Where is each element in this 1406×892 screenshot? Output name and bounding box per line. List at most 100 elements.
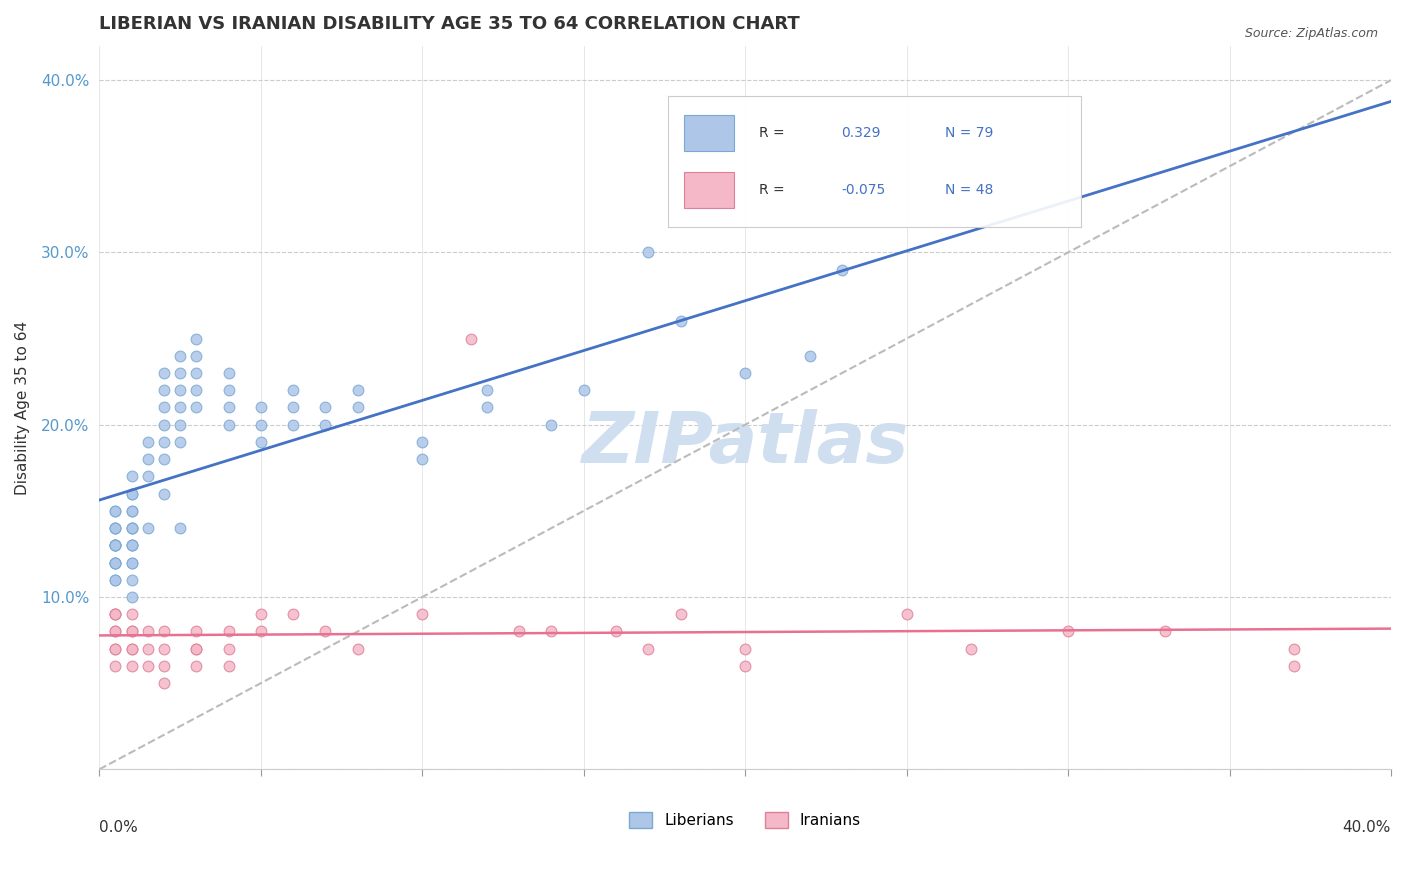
Point — [169, 434, 191, 449]
Point — [281, 417, 304, 432]
Point — [104, 573, 127, 587]
Point — [121, 504, 143, 518]
Point — [411, 434, 433, 449]
Text: 40.0%: 40.0% — [1343, 820, 1391, 835]
Point — [186, 641, 208, 656]
Text: LIBERIAN VS IRANIAN DISABILITY AGE 35 TO 64 CORRELATION CHART: LIBERIAN VS IRANIAN DISABILITY AGE 35 TO… — [100, 15, 800, 33]
Point — [169, 366, 191, 380]
Point — [186, 401, 208, 415]
Point — [153, 452, 176, 467]
Point — [104, 538, 127, 552]
Point — [121, 538, 143, 552]
Point — [121, 641, 143, 656]
Point — [346, 384, 368, 398]
Point — [121, 538, 143, 552]
Point — [104, 504, 127, 518]
Point — [831, 262, 853, 277]
Point — [104, 624, 127, 639]
Point — [104, 641, 127, 656]
Point — [169, 401, 191, 415]
Point — [121, 538, 143, 552]
Point — [104, 538, 127, 552]
Point — [121, 521, 143, 535]
Point — [153, 659, 176, 673]
Point — [104, 556, 127, 570]
Point — [136, 434, 159, 449]
Point — [411, 452, 433, 467]
Point — [1282, 641, 1305, 656]
Point — [960, 641, 983, 656]
Point — [153, 384, 176, 398]
Point — [218, 659, 240, 673]
Point — [136, 624, 159, 639]
Point — [153, 401, 176, 415]
Point — [169, 384, 191, 398]
Point — [121, 659, 143, 673]
Point — [153, 417, 176, 432]
Point — [104, 538, 127, 552]
Point — [121, 607, 143, 622]
Point — [121, 486, 143, 500]
Point — [669, 607, 692, 622]
Text: ZIPatlas: ZIPatlas — [582, 409, 908, 478]
Point — [104, 504, 127, 518]
Point — [104, 607, 127, 622]
Point — [186, 641, 208, 656]
Point — [121, 556, 143, 570]
Point — [136, 452, 159, 467]
Point — [218, 417, 240, 432]
Point — [153, 676, 176, 690]
Point — [104, 607, 127, 622]
Point — [346, 641, 368, 656]
Point — [637, 641, 659, 656]
Point — [153, 641, 176, 656]
Point — [121, 521, 143, 535]
Point — [104, 607, 127, 622]
Point — [218, 641, 240, 656]
Point — [411, 607, 433, 622]
Point — [136, 521, 159, 535]
Point — [249, 624, 271, 639]
Point — [475, 401, 498, 415]
Point — [104, 538, 127, 552]
Point — [1154, 624, 1177, 639]
Point — [104, 538, 127, 552]
Point — [104, 624, 127, 639]
Point — [169, 417, 191, 432]
Point — [572, 384, 595, 398]
Point — [218, 624, 240, 639]
Point — [186, 332, 208, 346]
Point — [249, 401, 271, 415]
Point — [249, 434, 271, 449]
Point — [249, 607, 271, 622]
Point — [281, 384, 304, 398]
Point — [136, 469, 159, 483]
Point — [669, 314, 692, 328]
Point — [475, 384, 498, 398]
Point — [104, 521, 127, 535]
Point — [153, 486, 176, 500]
Point — [281, 401, 304, 415]
Point — [896, 607, 918, 622]
Point — [186, 659, 208, 673]
Point — [121, 590, 143, 604]
Point — [153, 366, 176, 380]
Point — [281, 607, 304, 622]
Point — [346, 401, 368, 415]
Legend: Liberians, Iranians: Liberians, Iranians — [623, 805, 868, 834]
Point — [460, 332, 482, 346]
Point — [121, 573, 143, 587]
Point — [121, 521, 143, 535]
Point — [314, 417, 336, 432]
Text: Source: ZipAtlas.com: Source: ZipAtlas.com — [1244, 27, 1378, 40]
Point — [104, 521, 127, 535]
Point — [104, 573, 127, 587]
Point — [734, 641, 756, 656]
Point — [1057, 624, 1080, 639]
Point — [104, 659, 127, 673]
Point — [121, 486, 143, 500]
Point — [508, 624, 530, 639]
Point — [799, 349, 821, 363]
Text: 0.0%: 0.0% — [100, 820, 138, 835]
Point — [540, 624, 562, 639]
